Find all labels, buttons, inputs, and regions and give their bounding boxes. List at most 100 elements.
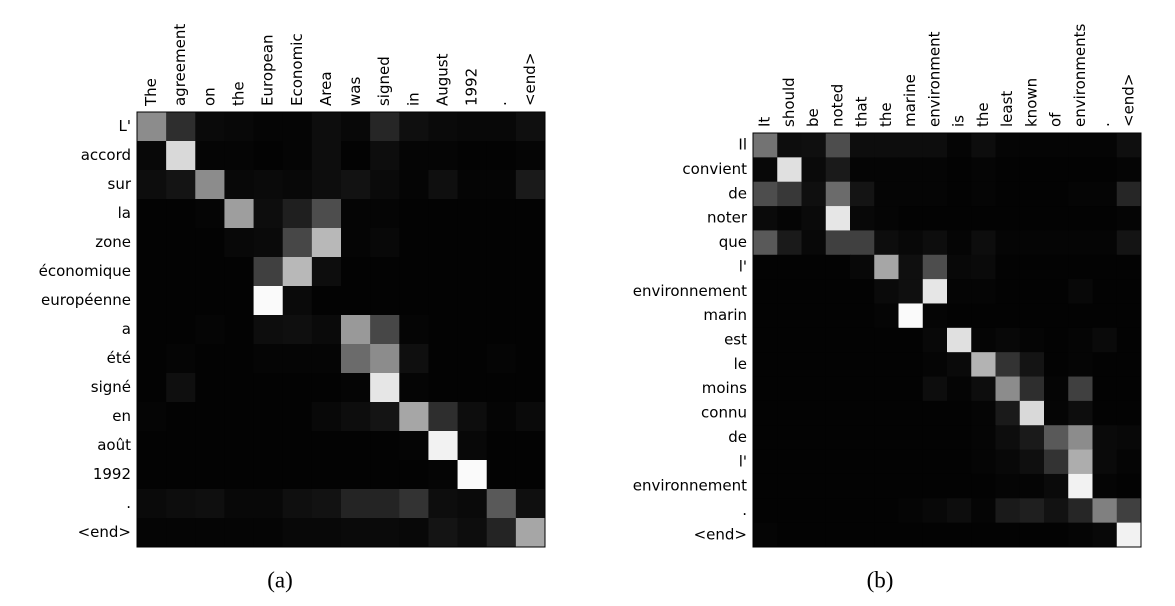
- x-tick-label: .: [1095, 122, 1113, 127]
- heat-cell: [166, 199, 196, 229]
- heat-cell: [801, 279, 827, 304]
- heat-cell: [253, 315, 284, 345]
- heat-cell: [1068, 522, 1093, 548]
- heat-cell: [801, 157, 827, 183]
- heat-cell: [137, 373, 167, 403]
- heat-cell: [874, 473, 899, 499]
- heat-cell: [486, 373, 517, 403]
- heat-cell: [166, 460, 196, 490]
- heat-cell: [195, 286, 225, 316]
- heat-cell: [922, 230, 948, 256]
- heat-cell: [1092, 352, 1118, 378]
- heat-cell: [922, 279, 948, 304]
- heat-cell: [898, 254, 924, 280]
- heat-cell: [995, 133, 1021, 158]
- heat-cell: [1092, 206, 1118, 231]
- heat-cell: [253, 431, 284, 461]
- heat-cell: [995, 498, 1021, 524]
- heat-cell: [825, 133, 851, 158]
- heat-cell: [370, 489, 400, 519]
- heat-cell: [311, 199, 342, 229]
- heat-cell: [801, 498, 827, 524]
- y-tick-label: l': [739, 452, 747, 470]
- heat-cell: [850, 376, 875, 402]
- heat-cell: [922, 498, 948, 524]
- heat-cell: [1068, 181, 1093, 207]
- heat-cell: [777, 327, 802, 353]
- heat-cell: [457, 431, 488, 461]
- heat-cell: [898, 303, 924, 329]
- heat-cell: [341, 460, 371, 490]
- heat-cell: [922, 352, 948, 378]
- heat-cell: [341, 257, 371, 287]
- heat-cell: [515, 431, 546, 461]
- heat-cell: [370, 315, 400, 345]
- heat-cell: [1068, 498, 1093, 524]
- heat-cell: [947, 352, 972, 378]
- heat-cell: [515, 286, 546, 316]
- heat-cell: [428, 431, 459, 461]
- heat-cell: [777, 473, 802, 499]
- heat-cell: [137, 460, 167, 490]
- heat-cell: [825, 181, 851, 207]
- heat-cell: [311, 402, 342, 432]
- heat-cell: [399, 286, 429, 316]
- heat-cell: [311, 170, 342, 200]
- heat-cell: [224, 228, 255, 258]
- heat-cell: [166, 141, 196, 171]
- heat-cell: [1092, 181, 1118, 207]
- heat-cell: [1019, 133, 1045, 158]
- heat-cell: [486, 460, 517, 490]
- heat-cell: [311, 112, 342, 142]
- heat-cell: [253, 286, 284, 316]
- heat-cell: [971, 303, 996, 329]
- heat-cell: [195, 460, 225, 490]
- heat-cell: [825, 303, 851, 329]
- heat-cell: [777, 449, 802, 475]
- heat-cell: [850, 400, 875, 426]
- x-tick-label: environments: [1071, 23, 1089, 127]
- heat-cell: [428, 344, 459, 374]
- heat-cell: [898, 498, 924, 524]
- heat-cell: [137, 402, 167, 432]
- heat-cell: [224, 489, 255, 519]
- heat-cell: [486, 199, 517, 229]
- heat-cell: [1068, 254, 1093, 280]
- heat-cell: [1019, 522, 1045, 548]
- heat-cell: [457, 489, 488, 519]
- heat-cell: [1068, 352, 1093, 378]
- heat-cell: [1116, 449, 1142, 475]
- heat-cell: [777, 303, 802, 329]
- x-tick-label: Area: [317, 71, 335, 106]
- heat-cell: [825, 498, 851, 524]
- heat-cell: [971, 206, 996, 231]
- heat-cell: [801, 206, 827, 231]
- y-tick-label: la: [118, 204, 131, 222]
- heat-cell: [1044, 425, 1069, 451]
- y-tick-label: marin: [703, 306, 747, 324]
- heat-cell: [1044, 254, 1069, 280]
- heat-cell: [282, 518, 313, 548]
- heat-cell: [801, 473, 827, 499]
- heat-cell: [971, 522, 996, 548]
- heat-cell: [1044, 400, 1069, 426]
- heat-cell: [311, 489, 342, 519]
- heat-cell: [166, 228, 196, 258]
- heat-cell: [801, 303, 827, 329]
- heat-cell: [874, 449, 899, 475]
- heat-cell: [777, 206, 802, 231]
- x-tick-label: It: [756, 117, 774, 127]
- y-tick-label: l': [739, 257, 747, 275]
- heat-cell: [282, 315, 313, 345]
- heat-cell: [370, 141, 400, 171]
- heat-cell: [971, 230, 996, 256]
- heat-cell: [753, 230, 778, 256]
- heat-cell: [777, 157, 802, 183]
- heat-cell: [195, 518, 225, 548]
- heat-cell: [850, 230, 875, 256]
- heat-cell: [1019, 230, 1045, 256]
- heat-cell: [341, 141, 371, 171]
- heat-cell: [224, 112, 255, 142]
- heat-cell: [370, 518, 400, 548]
- heat-cell: [1116, 181, 1142, 207]
